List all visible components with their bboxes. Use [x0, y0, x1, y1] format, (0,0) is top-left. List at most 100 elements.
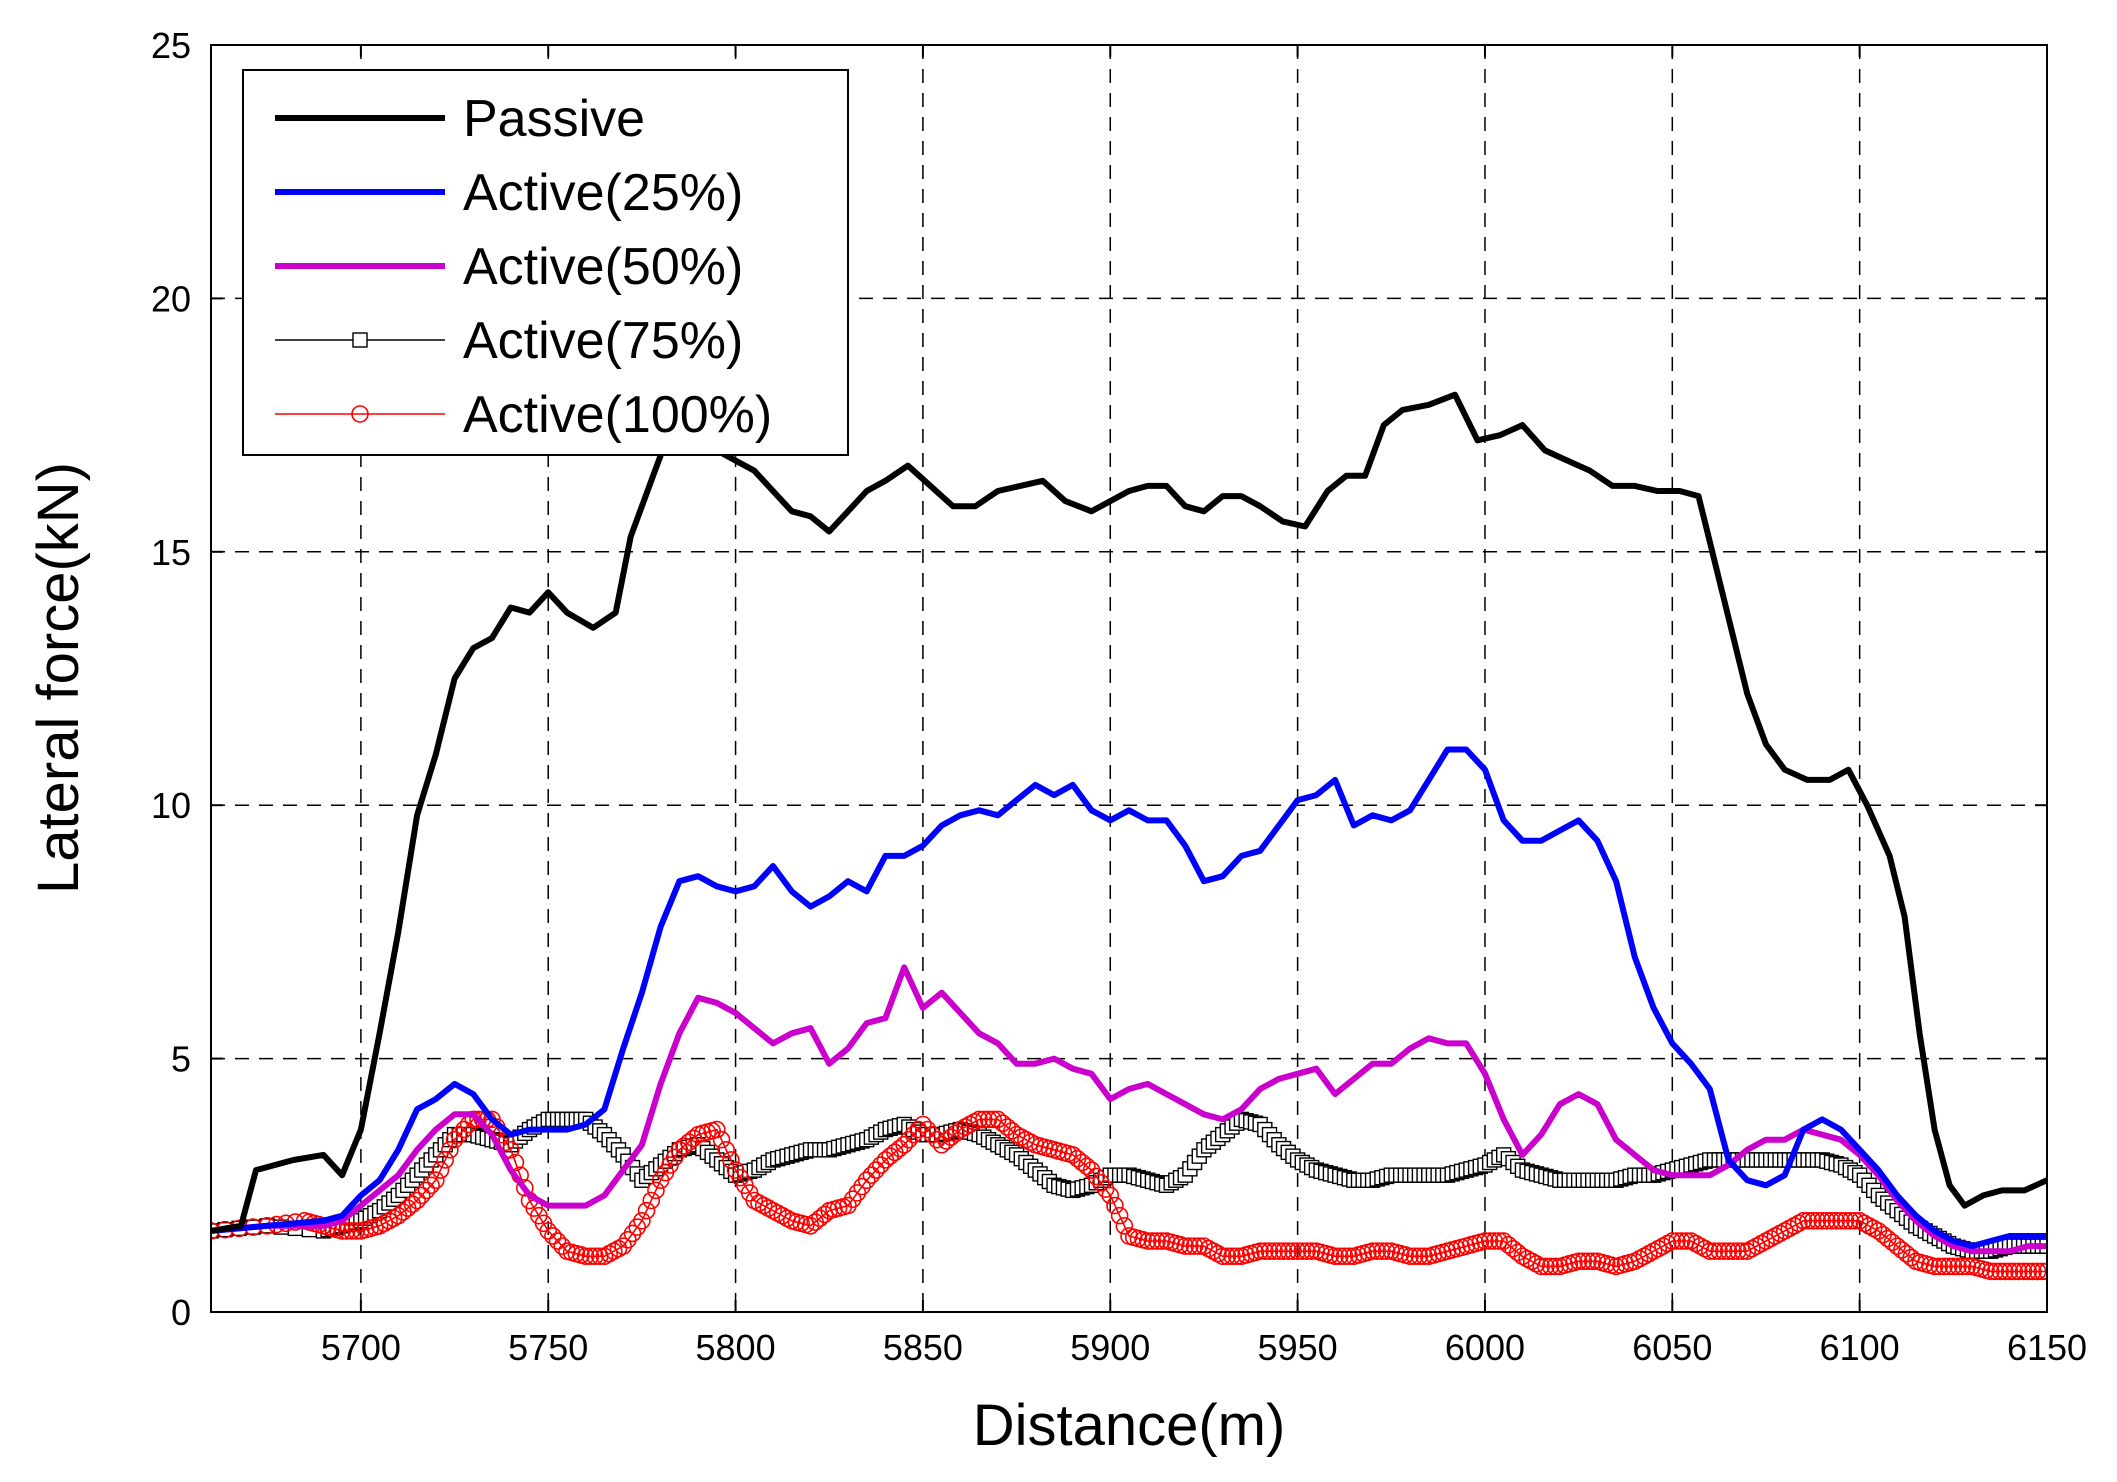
y-tick-label: 0 — [171, 1292, 191, 1333]
data-point-circle — [1546, 1257, 1565, 1276]
data-point-circle — [609, 1239, 628, 1258]
data-point-circle — [708, 1120, 726, 1139]
data-point-circle — [1288, 1242, 1307, 1260]
legend-label: Passive — [463, 90, 645, 148]
series-passive — [211, 391, 2047, 1234]
data-point-circle — [1101, 1186, 1120, 1205]
data-point-circle — [553, 1237, 572, 1255]
data-point-circle — [1485, 1232, 1504, 1250]
data-point-circle — [1808, 1211, 1827, 1230]
data-point-circle — [2000, 1262, 2019, 1281]
data-point-circle — [2019, 1262, 2038, 1281]
data-point-circle — [1991, 1262, 2009, 1281]
data-point-circle — [1682, 1232, 1700, 1250]
data-point-circle — [1649, 1239, 1668, 1258]
data-point-circle — [375, 1214, 394, 1233]
data-point-circle — [1218, 1247, 1237, 1266]
data-point-circle — [1771, 1224, 1789, 1243]
data-point-circle — [1490, 1232, 1508, 1250]
data-point-circle — [544, 1227, 562, 1245]
data-point-circle — [1537, 1257, 1555, 1276]
x-tick-label: 5700 — [321, 1327, 401, 1368]
data-point-circle — [1686, 1234, 1705, 1253]
data-point-circle — [427, 1171, 445, 1190]
data-point-circle — [764, 1201, 782, 1220]
data-point-circle — [1761, 1229, 1780, 1248]
data-point-circle — [1710, 1242, 1728, 1260]
data-point-circle — [647, 1181, 665, 1200]
data-point-circle — [979, 1110, 998, 1129]
data-point-circle — [918, 1120, 937, 1139]
y-axis: 0 5 10 15 20 25 — [151, 25, 2047, 1333]
data-point-circle — [408, 1191, 426, 1210]
data-point-circle — [633, 1211, 651, 1230]
y-tick-label: 5 — [171, 1039, 191, 1080]
data-point-circle — [441, 1141, 459, 1159]
data-point-circle — [1363, 1242, 1382, 1260]
data-point-circle — [867, 1161, 885, 1179]
data-point-circle — [1274, 1242, 1293, 1260]
data-point-circle — [576, 1247, 595, 1266]
data-point-circle — [1096, 1180, 1115, 1198]
data-point-circle — [1855, 1214, 1874, 1233]
x-tick-label: 5900 — [1070, 1327, 1150, 1368]
data-point-circle — [450, 1125, 469, 1144]
data-point-circle — [871, 1156, 890, 1174]
data-point-circle — [1672, 1232, 1691, 1250]
series-active-50- — [211, 964, 2047, 1255]
data-point-circle — [642, 1191, 661, 1210]
data-point-circle — [1373, 1242, 1391, 1260]
legend-label: Active(25%) — [463, 164, 743, 222]
data-point-circle — [1007, 1125, 1026, 1144]
data-point-circle — [1766, 1227, 1785, 1245]
data-point-circle — [370, 1217, 389, 1235]
data-point-circle — [862, 1166, 881, 1184]
data-point-circle — [1227, 1247, 1246, 1266]
data-point-circle — [1003, 1122, 1021, 1140]
data-point-circle — [1827, 1211, 1846, 1230]
x-tick-label: 6100 — [1820, 1327, 1900, 1368]
data-point-circle — [2033, 1262, 2047, 1281]
data-point-circle — [422, 1176, 440, 1195]
data-point-circle — [1279, 1242, 1298, 1260]
data-point-circle — [619, 1230, 637, 1249]
data-point-circle — [1115, 1217, 1134, 1235]
data-point-circle — [1078, 1157, 1096, 1176]
data-point-circle — [965, 1113, 984, 1131]
data-point-circle — [1340, 1247, 1358, 1266]
data-point-circle — [1284, 1242, 1302, 1260]
legend-box — [242, 69, 849, 456]
x-tick-label: 6150 — [2007, 1327, 2087, 1368]
data-point-circle — [1799, 1211, 1817, 1230]
data-point-circle — [2038, 1262, 2047, 1281]
data-point-circle — [417, 1181, 436, 1200]
y-tick-label: 25 — [151, 25, 191, 66]
x-tick-label: 5750 — [508, 1327, 588, 1368]
data-point-circle — [1415, 1247, 1433, 1266]
data-point-circle — [623, 1224, 642, 1243]
data-point-circle — [848, 1184, 867, 1202]
data-point-circle — [722, 1151, 740, 1169]
x-tick-label: 6050 — [1632, 1327, 1712, 1368]
data-point-circle — [1747, 1237, 1766, 1255]
x-tick-label: 5850 — [883, 1327, 963, 1368]
data-point-circle — [403, 1195, 422, 1214]
data-point-circle — [1181, 1237, 1199, 1255]
data-point-circle — [539, 1222, 558, 1240]
data-point-circle — [1958, 1257, 1977, 1276]
data-point-circle — [1822, 1211, 1841, 1230]
data-point-circle — [1752, 1234, 1771, 1253]
data-point-circle — [1256, 1242, 1274, 1260]
data-point-circle — [412, 1186, 431, 1205]
data-point-circle — [956, 1118, 974, 1136]
data-point-circle — [1251, 1242, 1269, 1260]
data-point-circle — [1583, 1252, 1602, 1271]
data-point-circle — [1832, 1211, 1850, 1230]
data-point-circle — [750, 1194, 768, 1212]
data-point-circle — [1574, 1252, 1593, 1271]
data-point-circle — [1635, 1247, 1654, 1266]
plot-frame — [210, 44, 2048, 1313]
data-point-circle — [900, 1130, 918, 1149]
y-tick-label: 15 — [151, 532, 191, 573]
data-point-circle — [1265, 1242, 1283, 1260]
